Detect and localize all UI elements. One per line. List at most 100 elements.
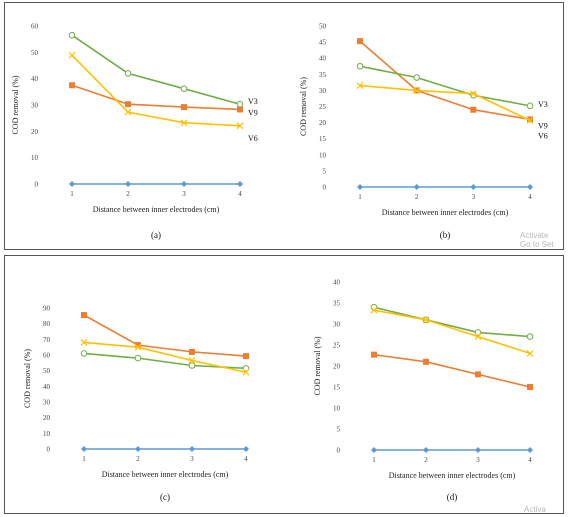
chart-d-series-blue-point-1 <box>423 447 429 453</box>
chart-a-series-yellow-point-3 <box>236 122 244 130</box>
chart-c-series-blue-point-3 <box>243 446 249 452</box>
chart-c-series-orange-point-1 <box>135 342 141 349</box>
chart-c-series-yellow-point-1 <box>134 343 142 351</box>
chart-a-annotation-v3: V3 <box>248 97 258 106</box>
chart-d-series-orange-point-1 <box>423 358 429 365</box>
chart-b-xtick-1: 2 <box>415 193 419 201</box>
chart-d-ytick-0: 0 <box>337 447 341 455</box>
chart-b-annotation-v3: V3 <box>538 100 548 109</box>
chart-c-xlabel: Distance between inner electrodes (cm) <box>102 470 229 479</box>
chart-c-xtick-1: 2 <box>136 455 140 463</box>
chart-b: 0 5 10 15 20 25 30 35 40 45 50 1 2 3 4 Distance between… <box>299 23 548 241</box>
chart-b-ytick-8: 40 <box>319 55 327 63</box>
chart-d-ytick-1: 5 <box>337 426 341 434</box>
chart-c-ytick-4: 40 <box>43 383 51 391</box>
chart-d-series-blue-point-3 <box>527 447 533 453</box>
chart-b-series-yellow-point-3 <box>526 116 534 124</box>
chart-a-series-blue-point-3 <box>237 181 243 187</box>
chart-a-xtick-1: 2 <box>126 190 130 198</box>
chart-c: 0 10 20 30 40 50 60 70 80 90 1 2 3 4 Distance between … <box>23 305 250 502</box>
chart-c-series-yellow-line <box>83 341 247 374</box>
chart-b-ytick-2: 10 <box>319 151 327 159</box>
chart-d-ytick-7: 35 <box>333 300 341 308</box>
chart-c-ytick-1: 10 <box>43 430 51 438</box>
chart-a-series-orange-point-2 <box>181 104 187 111</box>
chart-c-series-yellow-point-2 <box>188 357 196 364</box>
chart-c-ytick-7: 70 <box>43 336 51 344</box>
chart-a-series-yellow-point-0 <box>68 51 76 59</box>
chart-d-ytick-2: 10 <box>333 405 341 413</box>
chart-d-series-yellow-point-1 <box>422 316 430 324</box>
chart-b-xtick-2: 3 <box>472 193 476 201</box>
chart-d-series-orange-line <box>373 353 531 388</box>
chart-d: 0 5 10 15 20 25 30 35 40 1 2 3 4 Distance between inn… <box>313 279 534 502</box>
chart-c-ytick-5: 50 <box>43 367 51 375</box>
bottom-panel-frame <box>4 255 564 514</box>
chart-d-xtick-0: 1 <box>372 456 376 464</box>
chart-b-series-green-point-3 <box>526 102 534 110</box>
chart-c-ytick-6: 60 <box>43 352 51 360</box>
chart-c-series-blue-point-2 <box>189 446 195 452</box>
chart-a-xlabel: Distance between inner electrodes (cm) <box>93 205 220 214</box>
chart-b-series-orange-line <box>359 40 531 121</box>
chart-c-ytick-0: 0 <box>47 446 51 454</box>
top-panel-frame <box>4 2 564 250</box>
chart-c-series-blue-point-0 <box>81 446 87 452</box>
chart-b-ytick-9: 45 <box>319 39 327 47</box>
chart-d-xlabel: Distance between inner electrodes (cm) <box>389 471 516 480</box>
chart-d-series-orange-point-0 <box>371 351 377 358</box>
chart-b-series-yellow-point-1 <box>413 86 421 94</box>
chart-d-series-yellow-point-2 <box>474 333 482 341</box>
chart-a-series-orange-point-1 <box>125 101 131 108</box>
chart-b-series-orange-point-2 <box>470 106 477 113</box>
chart-d-series-orange-point-3 <box>527 384 533 390</box>
chart-a-series-orange-point-3 <box>237 106 243 113</box>
chart-c-series-yellow-point-0 <box>80 339 88 346</box>
chart-c-series-orange-point-3 <box>243 353 249 360</box>
chart-a-series-green-point-2 <box>180 85 188 92</box>
chart-c-ytick-8: 80 <box>43 320 51 328</box>
chart-b-xtick-0: 1 <box>358 193 362 201</box>
chart-b-series-yellow-point-2 <box>469 90 477 98</box>
chart-b-panel-label: (b) <box>440 230 451 240</box>
chart-a-annotation-v9: V9 <box>248 108 258 117</box>
chart-c-panel-label: (c) <box>160 492 170 502</box>
chart-d-ytick-4: 20 <box>333 363 341 371</box>
chart-b-ytick-4: 20 <box>319 119 327 127</box>
chart-c-series-green-point-0 <box>80 350 88 357</box>
chart-c-xtick-0: 1 <box>82 455 86 463</box>
chart-a-series-blue-point-0 <box>69 181 75 187</box>
chart-a-xtick-2: 3 <box>182 190 186 198</box>
chart-a: 0 10 20 30 40 50 60 1 2 3 4 Distance between inner … <box>11 23 258 241</box>
chart-a-xtick-3: 4 <box>238 190 242 198</box>
chart-d-ytick-8: 40 <box>333 279 341 287</box>
chart-d-series-yellow-point-0 <box>370 306 378 314</box>
chart-d-series-green-point-0 <box>370 303 378 311</box>
chart-d-series-green-point-2 <box>474 329 482 336</box>
chart-c-series-orange-line <box>83 314 247 357</box>
chart-a-series-blue-point-1 <box>125 181 131 187</box>
watermark-line2: Go to Set <box>520 240 555 249</box>
chart-c-series-orange-point-0 <box>81 312 87 319</box>
chart-a-series-blue-point-2 <box>181 181 187 187</box>
chart-b-series-green-line <box>359 65 531 107</box>
chart-c-ytick-9: 90 <box>43 305 51 313</box>
chart-d-xtick-1: 2 <box>424 456 428 464</box>
chart-d-xtick-3: 4 <box>528 456 532 464</box>
chart-b-series-green-point-0 <box>356 62 364 70</box>
chart-c-ytick-3: 30 <box>43 399 51 407</box>
chart-b-annotation-v9: V9 <box>538 121 548 130</box>
chart-b-ytick-0: 0 <box>323 184 327 192</box>
chart-d-ytick-3: 15 <box>333 384 341 392</box>
chart-d-series-green-line <box>373 306 531 338</box>
chart-a-ytick-5: 50 <box>31 49 39 57</box>
watermark-group: Activate Go to Set Activa <box>520 231 555 514</box>
chart-b-xlabel: Distance between inner electrodes (cm) <box>382 208 509 217</box>
chart-b-ytick-1: 5 <box>323 167 327 175</box>
chart-b-ytick-3: 15 <box>319 135 327 143</box>
chart-a-series-orange-point-0 <box>69 82 75 89</box>
chart-c-xtick-2: 3 <box>190 455 194 463</box>
chart-a-ylabel: COD removal (%) <box>11 75 20 134</box>
chart-d-ytick-6: 30 <box>333 321 341 329</box>
chart-b-ytick-6: 30 <box>319 87 327 95</box>
